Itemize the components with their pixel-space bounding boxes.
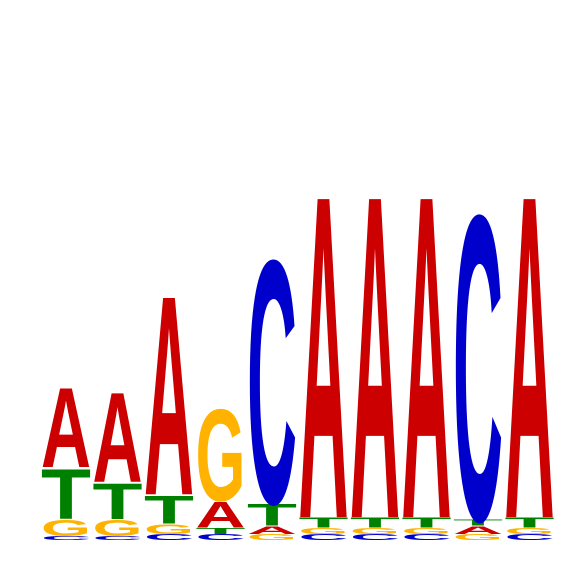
- logo-letter-G-pos1: G: [41, 515, 91, 541]
- logo-letter-T-pos4: T: [196, 526, 246, 536]
- logo-letter-C-pos8: C: [402, 532, 452, 542]
- logo-letter-A-pos6: A: [299, 100, 349, 566]
- logo-letter-C-pos1: C: [41, 535, 91, 541]
- logo-letter-G-pos10: G: [505, 526, 555, 536]
- logo-letter-C-pos3: C: [144, 532, 194, 542]
- logo-letter-A-pos9: A: [453, 523, 503, 536]
- logo-letter-C-pos10: C: [505, 532, 555, 542]
- logo-letter-C-pos5: C: [247, 189, 297, 566]
- logo-letter-G-pos2: G: [93, 515, 143, 541]
- logo-letter-T-pos2: T: [93, 473, 143, 530]
- logo-letter-C-pos6: C: [299, 532, 349, 542]
- logo-letter-A-pos2: A: [93, 366, 143, 509]
- logo-letter-C-pos9: C: [453, 125, 503, 566]
- logo-letter-T-pos5: T: [247, 498, 297, 533]
- logo-letter-T-pos8: T: [402, 515, 452, 531]
- logo-letter-T-pos7: T: [350, 515, 400, 531]
- logo-letter-A-pos5: A: [247, 523, 297, 536]
- logo-letter-A-pos4: A: [196, 494, 246, 535]
- logo-letter-A-pos8: A: [402, 100, 452, 566]
- logo-letter-T-pos9: T: [453, 518, 503, 528]
- logo-letter-C-pos2: C: [93, 535, 143, 541]
- logo-letter-A-pos3: A: [144, 236, 194, 555]
- logo-letter-G-pos3: G: [144, 521, 194, 537]
- logo-letter-T-pos3: T: [144, 487, 194, 532]
- logo-letter-T-pos10: T: [505, 515, 555, 531]
- logo-letter-A-pos7: A: [350, 100, 400, 566]
- logo-letter-G-pos9: G: [453, 532, 503, 542]
- logo-letter-G-pos5: G: [247, 532, 297, 542]
- logo-letter-C-pos7: C: [350, 532, 400, 542]
- logo-letter-A-pos10: A: [505, 100, 555, 566]
- logo-letter-T-pos1: T: [41, 456, 91, 535]
- logo-letter-C-pos4: C: [196, 532, 246, 542]
- logo-letter-G-pos6: G: [299, 526, 349, 536]
- logo-letter-A-pos1: A: [41, 366, 91, 493]
- logo-letter-G-pos8: G: [402, 526, 452, 536]
- logo-letter-G-pos7: G: [350, 526, 400, 536]
- logo-letter-T-pos6: T: [299, 515, 349, 531]
- logo-letter-G-pos4: G: [196, 381, 246, 528]
